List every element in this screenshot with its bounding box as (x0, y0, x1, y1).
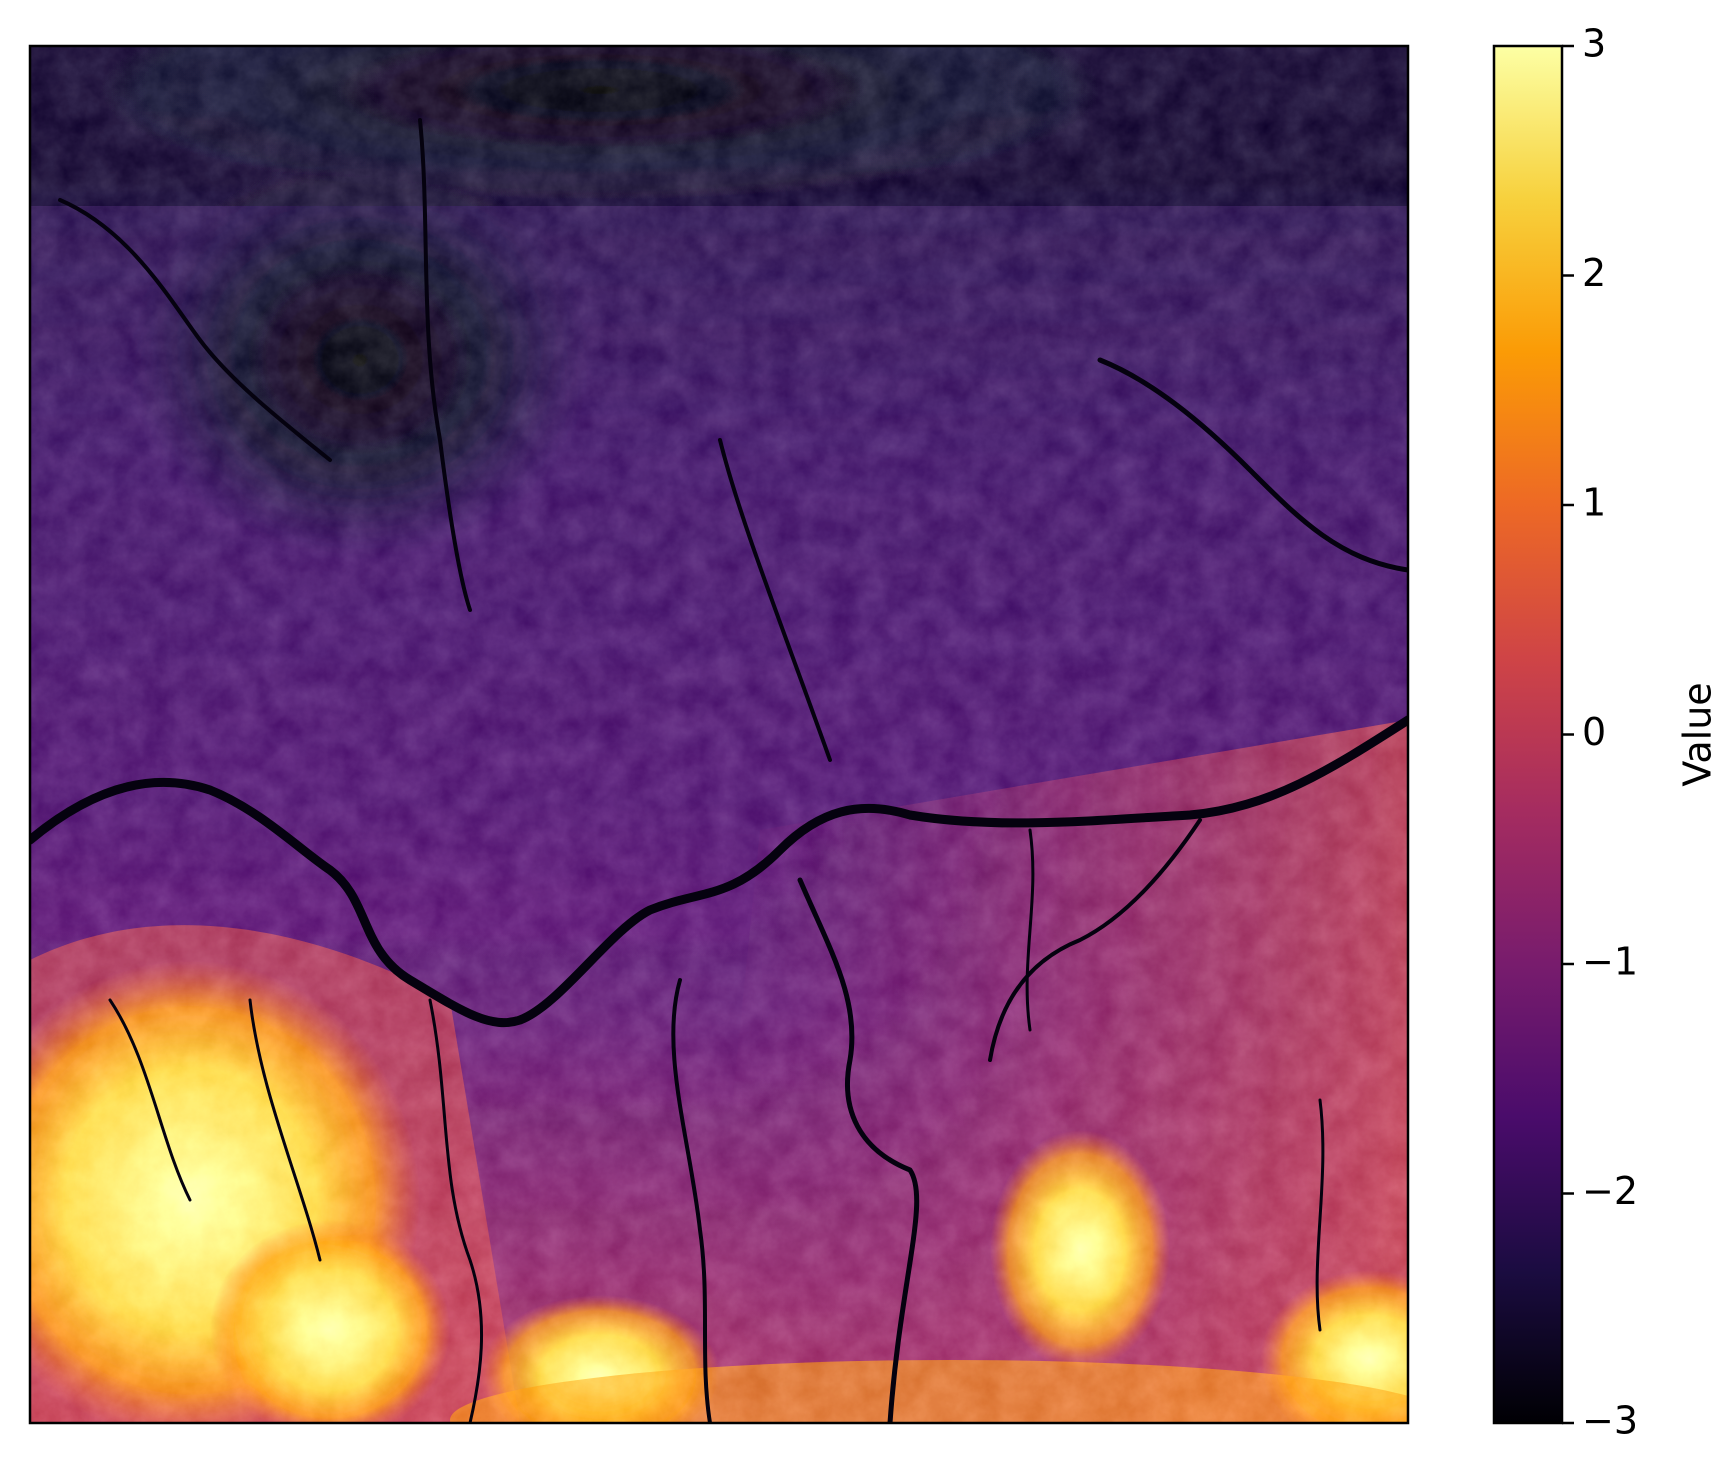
heatmap-river-branch-1 (797, 877, 920, 1423)
heatmap-river-branch-4 (58, 198, 332, 462)
heatmap-warm-bottom-strip (450, 1360, 1408, 1423)
heatmap-river-branch-8 (428, 998, 483, 1423)
colorbar-tick-label: −2 (1582, 1169, 1638, 1213)
heatmap-river-branch-12 (248, 998, 322, 1262)
colorbar-ticks: −3 −2 −1 0 1 2 3 (1562, 22, 1638, 1443)
colorbar-tick-label: 2 (1582, 251, 1606, 295)
heatmap-river-branch-9 (1025, 828, 1035, 1032)
colorbar-tick-label: −3 (1582, 1399, 1638, 1443)
colorbar-tick-label: 0 (1582, 710, 1606, 754)
colorbar-tick-label: −1 (1582, 940, 1638, 984)
heatmap-main-river (30, 715, 1408, 1028)
heatmap-channels (30, 118, 1408, 1423)
heatmap-river-branch-6 (671, 978, 712, 1423)
heatmap-image (30, 46, 1408, 1423)
colorbar-tick-label: 3 (1582, 22, 1606, 66)
heatmap-dark-basin (130, 160, 590, 560)
colorbar-tick-label: 1 (1582, 481, 1606, 525)
heatmap-dark-basin-top (100, 46, 1100, 200)
colorbar-label: Value (1676, 682, 1720, 786)
heatmap-river-branch-10 (1315, 1098, 1325, 1332)
heatmap-peak-lower-left-2 (210, 1220, 450, 1423)
plot-frame (28, 44, 1410, 1425)
heatmap-river-branch-2 (1097, 357, 1408, 573)
heatmap-lower-right-region (700, 720, 1408, 1423)
heatmap-river-branch-5 (418, 118, 472, 612)
colorbar: −3 −2 −1 0 1 2 3 Value (1492, 22, 1720, 1443)
heatmap-river-branch-7 (988, 818, 1202, 1062)
heatmap-river-branch-3 (718, 438, 832, 762)
colorbar-gradient (1494, 46, 1562, 1423)
heatmap-peak-right-center (990, 1130, 1170, 1370)
heatmap-river-branch-11 (108, 998, 192, 1202)
